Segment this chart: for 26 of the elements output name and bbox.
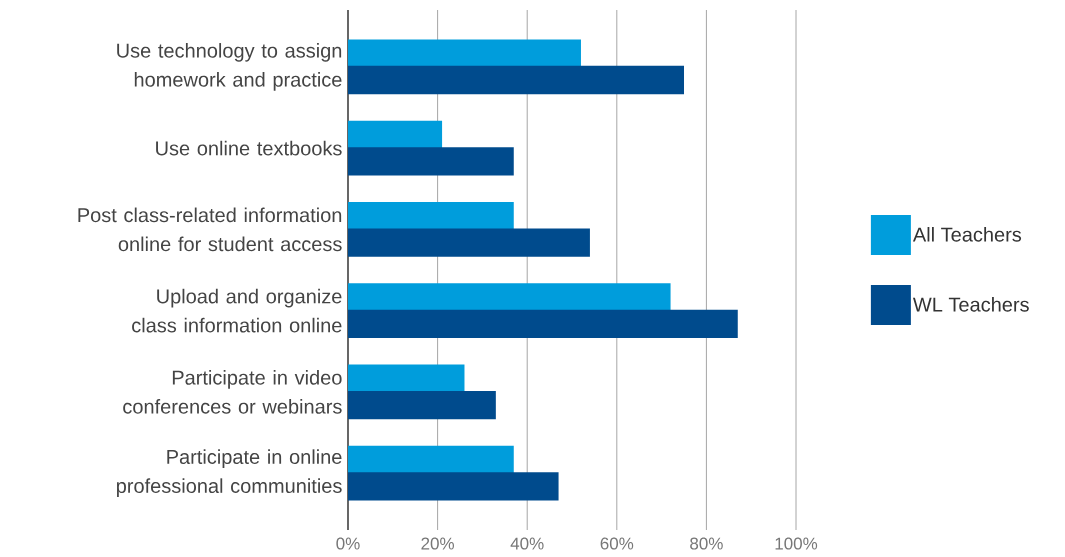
legend-label: WL Teachers (912, 297, 1029, 312)
bar (348, 65, 684, 95)
legend-label: All Teachers (912, 227, 1022, 242)
bar (348, 364, 465, 393)
bar (348, 147, 514, 176)
bar (348, 390, 496, 420)
y-tick-label: Use technology to assign homework and practice (117, 43, 342, 91)
bar (348, 120, 443, 150)
x-tick-label: 60% (600, 537, 634, 550)
bar (348, 201, 514, 231)
bar (348, 228, 590, 257)
y-tick-label: Post class-related information online for student access (78, 207, 342, 252)
bar (348, 309, 738, 339)
x-tick-label: 80% (690, 537, 723, 550)
y-tick-label: Participate in video conferences or webinars (123, 370, 342, 414)
bar (348, 39, 581, 68)
y-tick-label: Use online textbooks (156, 140, 342, 156)
bar (348, 283, 671, 312)
y-tick-label: Upload and organize class information online (132, 288, 342, 333)
bar (348, 472, 559, 501)
x-tick-label: 40% (510, 537, 544, 550)
x-tick-label: 0% (336, 537, 360, 550)
y-tick-label: Participate in online professional communities (116, 449, 342, 497)
x-tick-label: 100% (775, 537, 818, 550)
bar (348, 445, 514, 475)
x-tick-label: 20% (421, 537, 454, 550)
